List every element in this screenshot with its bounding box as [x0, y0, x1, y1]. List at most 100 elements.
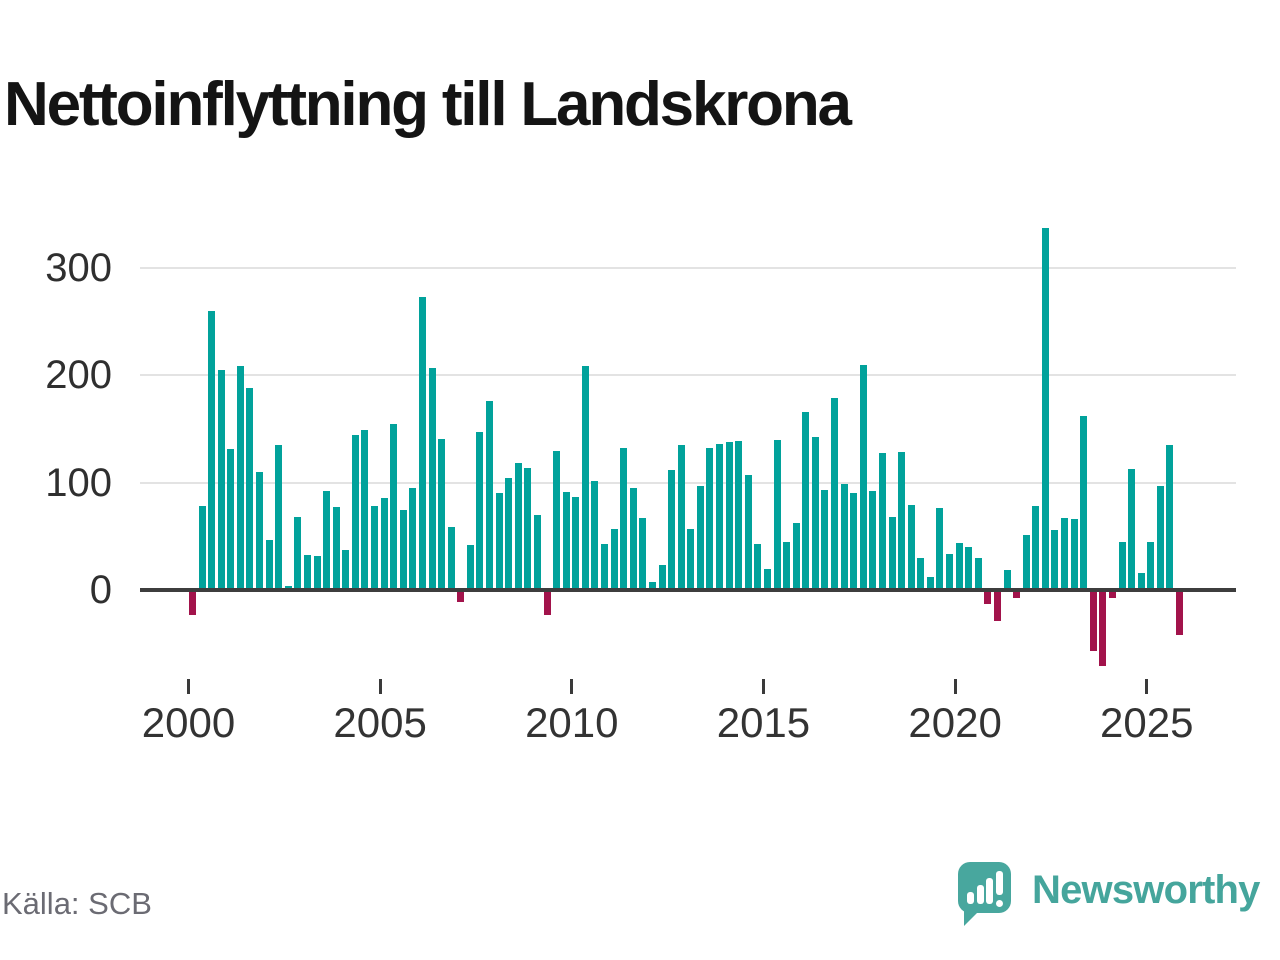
- bar-2018Q2: [888, 517, 896, 590]
- bar-2010Q4: [601, 543, 609, 590]
- bar-2004Q2: [351, 435, 359, 590]
- bar-2006Q3: [438, 438, 446, 590]
- bar-2023Q2: [1080, 416, 1088, 590]
- bar-2004Q1: [342, 550, 350, 590]
- logo-exclamation-dot-icon: [996, 900, 1003, 907]
- bar-2011Q4: [639, 518, 647, 590]
- bar-2013Q1: [687, 528, 695, 590]
- bar-2005Q1: [380, 497, 388, 590]
- page-title: Nettoinflyttning till Landskrona: [4, 69, 852, 139]
- bar-2015Q4: [792, 523, 800, 590]
- bar-2022Q1: [1032, 506, 1040, 590]
- bar-2006Q1: [418, 297, 426, 590]
- bar-2010Q2: [581, 365, 589, 590]
- x-axis-label: 2020: [908, 699, 1002, 746]
- logo-chart-bar-icon: [986, 878, 993, 904]
- bar-2007Q3: [476, 432, 484, 590]
- x-tick-2015: [761, 679, 765, 694]
- bar-2020Q2: [965, 547, 973, 590]
- gridline-200: [140, 374, 1236, 377]
- bar-2006Q4: [447, 526, 455, 590]
- logo-chart-bar-icon: [967, 892, 974, 904]
- bar-2007Q2: [466, 544, 474, 590]
- bar-2009Q1: [533, 514, 541, 590]
- bar-2002Q2: [275, 445, 283, 590]
- bar-2018Q3: [898, 451, 906, 590]
- bar-2005Q4: [409, 488, 417, 590]
- bar-2008Q1: [495, 493, 503, 590]
- bar-2025Q4: [1175, 590, 1183, 636]
- bar-2010Q1: [572, 496, 580, 590]
- bar-2021Q4: [1022, 535, 1030, 590]
- bar-2009Q4: [562, 492, 570, 590]
- bar-2019Q3: [936, 508, 944, 590]
- x-axis-label: 2025: [1100, 699, 1194, 746]
- bar-2016Q2: [811, 436, 819, 590]
- bar-2003Q1: [303, 554, 311, 590]
- bar-2019Q4: [946, 553, 954, 590]
- bar-2001Q4: [256, 471, 264, 590]
- bar-2008Q2: [505, 478, 513, 590]
- bar-2000Q3: [208, 311, 216, 590]
- zero-axis-line: [140, 588, 1236, 592]
- bar-2021Q1: [993, 590, 1001, 622]
- bar-2001Q1: [227, 449, 235, 590]
- bar-2015Q2: [773, 439, 781, 590]
- source-note: Källa: SCB: [2, 886, 152, 921]
- logo-speech-tail: [964, 906, 984, 926]
- bar-2005Q3: [399, 509, 407, 590]
- logo-chart-bar-icon: [977, 885, 984, 904]
- bar-2006Q2: [428, 367, 436, 590]
- bar-2016Q4: [831, 397, 839, 590]
- bar-2015Q3: [783, 541, 791, 590]
- bar-2013Q4: [716, 444, 724, 590]
- bar-2024Q1: [1108, 590, 1116, 598]
- logo-exclamation-icon: [996, 871, 1003, 895]
- bar-2018Q4: [907, 505, 915, 590]
- bar-2024Q2: [1118, 541, 1126, 590]
- bar-2017Q2: [850, 493, 858, 590]
- y-axis-label: 100: [45, 460, 112, 505]
- bar-2017Q3: [859, 364, 867, 590]
- bar-2020Q4: [984, 590, 992, 604]
- bar-2022Q3: [1051, 529, 1059, 590]
- bar-2002Q1: [265, 539, 273, 590]
- bar-2014Q4: [754, 543, 762, 590]
- bar-2014Q2: [735, 440, 743, 590]
- bar-2016Q3: [821, 490, 829, 590]
- bar-2010Q3: [591, 480, 599, 590]
- bar-2019Q1: [917, 557, 925, 590]
- bar-2007Q1: [457, 590, 465, 602]
- bar-2012Q1: [648, 582, 656, 590]
- bar-2002Q3: [284, 585, 292, 590]
- bar-2011Q3: [629, 488, 637, 590]
- gridline-300: [140, 267, 1236, 270]
- x-axis-label: 2000: [141, 699, 236, 746]
- x-tick-2025: [1145, 679, 1149, 694]
- bar-2011Q1: [610, 528, 618, 590]
- bar-2008Q3: [514, 463, 522, 590]
- bar-2003Q2: [313, 555, 321, 590]
- x-tick-2020: [953, 679, 957, 694]
- bar-2023Q3: [1089, 590, 1097, 652]
- bar-2021Q2: [1003, 569, 1011, 590]
- bar-2025Q3: [1166, 445, 1174, 590]
- bar-2022Q4: [1061, 518, 1068, 590]
- bar-2017Q4: [869, 491, 877, 590]
- bar-2005Q2: [390, 423, 398, 590]
- bar-2009Q3: [553, 450, 561, 590]
- bar-2017Q1: [840, 483, 848, 590]
- y-axis-label: 300: [45, 246, 112, 291]
- bar-2011Q2: [620, 448, 628, 590]
- bar-2025Q2: [1156, 485, 1164, 590]
- gridline-100: [140, 481, 1236, 484]
- bar-2000Q1: [189, 590, 196, 615]
- newsworthy-logo-icon: [958, 862, 1011, 913]
- bar-2024Q3: [1128, 468, 1136, 590]
- bar-2024Q4: [1137, 572, 1145, 590]
- bar-2025Q1: [1147, 541, 1155, 590]
- bar-2018Q1: [878, 452, 886, 590]
- bar-2020Q1: [955, 542, 963, 590]
- brand-name: Newsworthy: [1032, 868, 1260, 912]
- bar-2001Q3: [246, 388, 254, 590]
